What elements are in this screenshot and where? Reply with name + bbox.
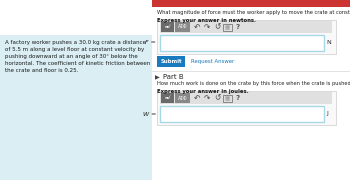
FancyBboxPatch shape <box>160 106 324 122</box>
Text: π√: π√ <box>164 96 171 100</box>
Text: ↺: ↺ <box>214 22 220 32</box>
Text: ▶: ▶ <box>155 75 160 80</box>
Text: Express your answer in newtons.: Express your answer in newtons. <box>157 18 256 23</box>
Text: ↺: ↺ <box>214 93 220 102</box>
FancyBboxPatch shape <box>157 20 336 54</box>
FancyBboxPatch shape <box>157 91 336 125</box>
Bar <box>161 93 174 103</box>
Text: F =: F = <box>145 40 156 46</box>
Text: ↷: ↷ <box>204 93 210 102</box>
Text: J: J <box>326 111 328 116</box>
Bar <box>223 95 232 102</box>
Bar <box>175 93 190 103</box>
Text: W =: W = <box>143 111 156 116</box>
Text: How much work is done on the crate by this force when the crate is pushed a dist: How much work is done on the crate by th… <box>157 81 350 86</box>
Text: ?: ? <box>236 95 240 101</box>
Text: ↶: ↶ <box>194 22 200 32</box>
Bar <box>223 24 232 31</box>
Text: π√: π√ <box>164 25 171 29</box>
Bar <box>0 35 152 180</box>
Text: A factory worker pushes a 30.0 kg crate a distance
of 5.5 m along a level floor : A factory worker pushes a 30.0 kg crate … <box>5 40 150 73</box>
Text: ↷: ↷ <box>204 22 210 32</box>
Text: Submit: Submit <box>160 59 182 64</box>
Bar <box>161 22 174 32</box>
FancyBboxPatch shape <box>157 56 185 67</box>
Bar <box>152 7 350 180</box>
Text: ▦: ▦ <box>225 25 230 30</box>
Text: N: N <box>326 40 331 46</box>
Text: What magnitude of force must the worker apply to move the crate at constant velo: What magnitude of force must the worker … <box>157 10 350 15</box>
Bar <box>152 0 350 7</box>
Text: AΣΦ: AΣΦ <box>178 24 187 30</box>
Text: ?: ? <box>236 24 240 30</box>
Bar <box>160 21 332 33</box>
Text: Express your answer in joules.: Express your answer in joules. <box>157 89 248 94</box>
Text: ↶: ↶ <box>194 93 200 102</box>
Bar <box>160 92 332 104</box>
Text: ▦: ▦ <box>225 96 230 101</box>
FancyBboxPatch shape <box>160 35 324 51</box>
Bar <box>175 22 190 32</box>
Text: AΣΦ: AΣΦ <box>178 96 187 100</box>
Text: Request Answer: Request Answer <box>191 59 234 64</box>
Text: Part B: Part B <box>163 74 184 80</box>
